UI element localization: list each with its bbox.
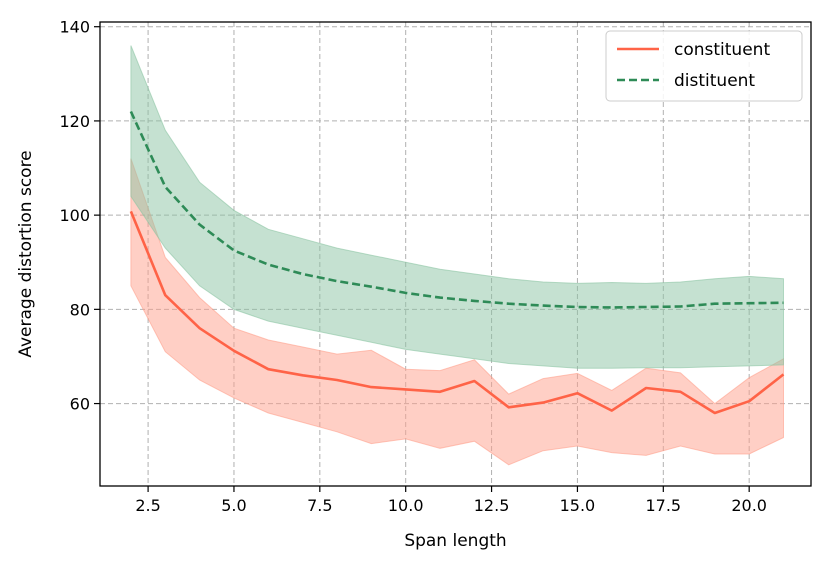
y-tick-label: 140 — [59, 18, 90, 37]
tick-labels: 2.5 5.0 7.5 10.0 12.5 15.0 17.5 20.0 60 80 100 120 1… — [59, 18, 767, 515]
line-constituent — [129, 210, 785, 415]
y-tick-label: 80 — [70, 300, 90, 319]
y-tick-label: 60 — [70, 395, 90, 414]
x-axis-title: Span length — [404, 531, 506, 551]
line-distituent — [129, 110, 784, 309]
legend: constituent distituent — [605, 30, 803, 102]
band-constituent — [130, 158, 784, 466]
x-tick-label: 12.5 — [474, 496, 510, 515]
x-tick-label: 20.0 — [731, 496, 767, 515]
band-distituent — [130, 45, 784, 369]
legend-label-constituent: constituent — [674, 40, 770, 60]
plot-frame — [99, 21, 812, 487]
x-tick-label: 2.5 — [135, 496, 160, 515]
y-axis-title: Average distortion score — [16, 150, 36, 357]
x-tick-label: 5.0 — [221, 496, 246, 515]
x-tick-label: 10.0 — [388, 496, 424, 515]
y-tick-label: 100 — [59, 206, 90, 225]
x-tick-label: 15.0 — [560, 496, 596, 515]
series-lines — [129, 110, 785, 415]
confidence-bands — [130, 45, 784, 466]
y-tick-label: 120 — [59, 112, 90, 131]
x-tick-label: 17.5 — [645, 496, 681, 515]
axis-ticks — [94, 26, 750, 492]
legend-label-distituent: distituent — [674, 71, 755, 91]
x-tick-label: 7.5 — [307, 496, 332, 515]
